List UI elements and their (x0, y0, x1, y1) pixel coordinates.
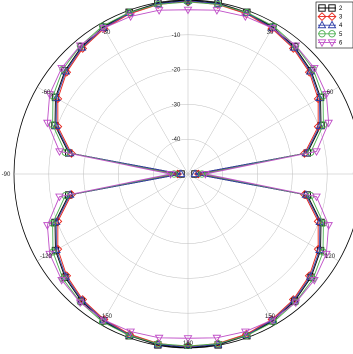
ring-label: -20 (172, 68, 181, 74)
angle-label: 30 (267, 30, 274, 36)
angle-label: -90 (2, 172, 11, 178)
angle-label: -60 (42, 90, 51, 96)
angle-label: 150 (265, 314, 276, 320)
angle-label: -30 (102, 30, 111, 36)
grid-spoke (188, 174, 275, 325)
ring-label: -40 (172, 137, 181, 143)
ring-label: -10 (172, 33, 181, 39)
angle-label: 180 (183, 341, 194, 347)
angle-label: 120 (325, 254, 336, 260)
grid-spoke (101, 23, 188, 174)
angle-label: -150 (100, 314, 113, 320)
ring-label: -30 (172, 102, 181, 108)
grid-spoke (188, 23, 275, 174)
angle-label: 60 (327, 90, 334, 96)
angle-label: -120 (40, 254, 53, 260)
grid-spoke (101, 174, 188, 325)
